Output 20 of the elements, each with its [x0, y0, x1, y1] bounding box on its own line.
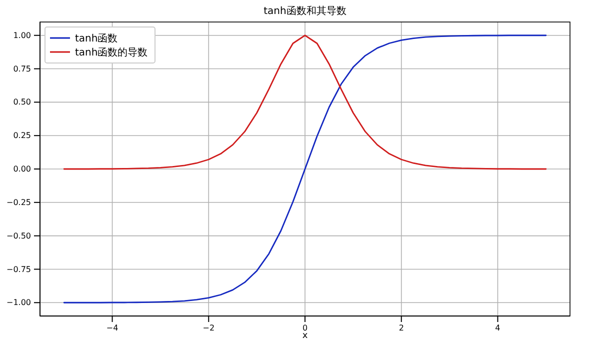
line-series: [63, 34, 547, 304]
x-tick-label: 4: [495, 324, 500, 333]
y-tick-label: −1.00: [6, 298, 31, 308]
y-tick-label: 0.50: [13, 98, 31, 107]
y-tick-label: 0.00: [13, 164, 31, 174]
x-axis-title: x: [302, 331, 308, 340]
x-tick-label: 0: [302, 324, 308, 333]
legend-label: tanh函数的导数: [75, 48, 148, 58]
y-tick-label: 1.00: [13, 30, 31, 40]
x-tick-label: −4: [106, 324, 118, 333]
x-tick-label: 2: [398, 324, 404, 333]
x-tick-label: −2: [202, 324, 215, 333]
y-tick-label: 0.75: [13, 64, 31, 74]
y-tick-label: −0.50: [6, 231, 31, 240]
chart-title: tanh函数和其导数: [264, 5, 346, 17]
legend-label: tanh函数: [75, 34, 118, 44]
y-tick-label: 0.25: [13, 131, 31, 140]
line-series: [63, 34, 547, 170]
y-tick-label: −0.75: [6, 264, 31, 274]
y-tick-label: −0.25: [6, 198, 31, 207]
